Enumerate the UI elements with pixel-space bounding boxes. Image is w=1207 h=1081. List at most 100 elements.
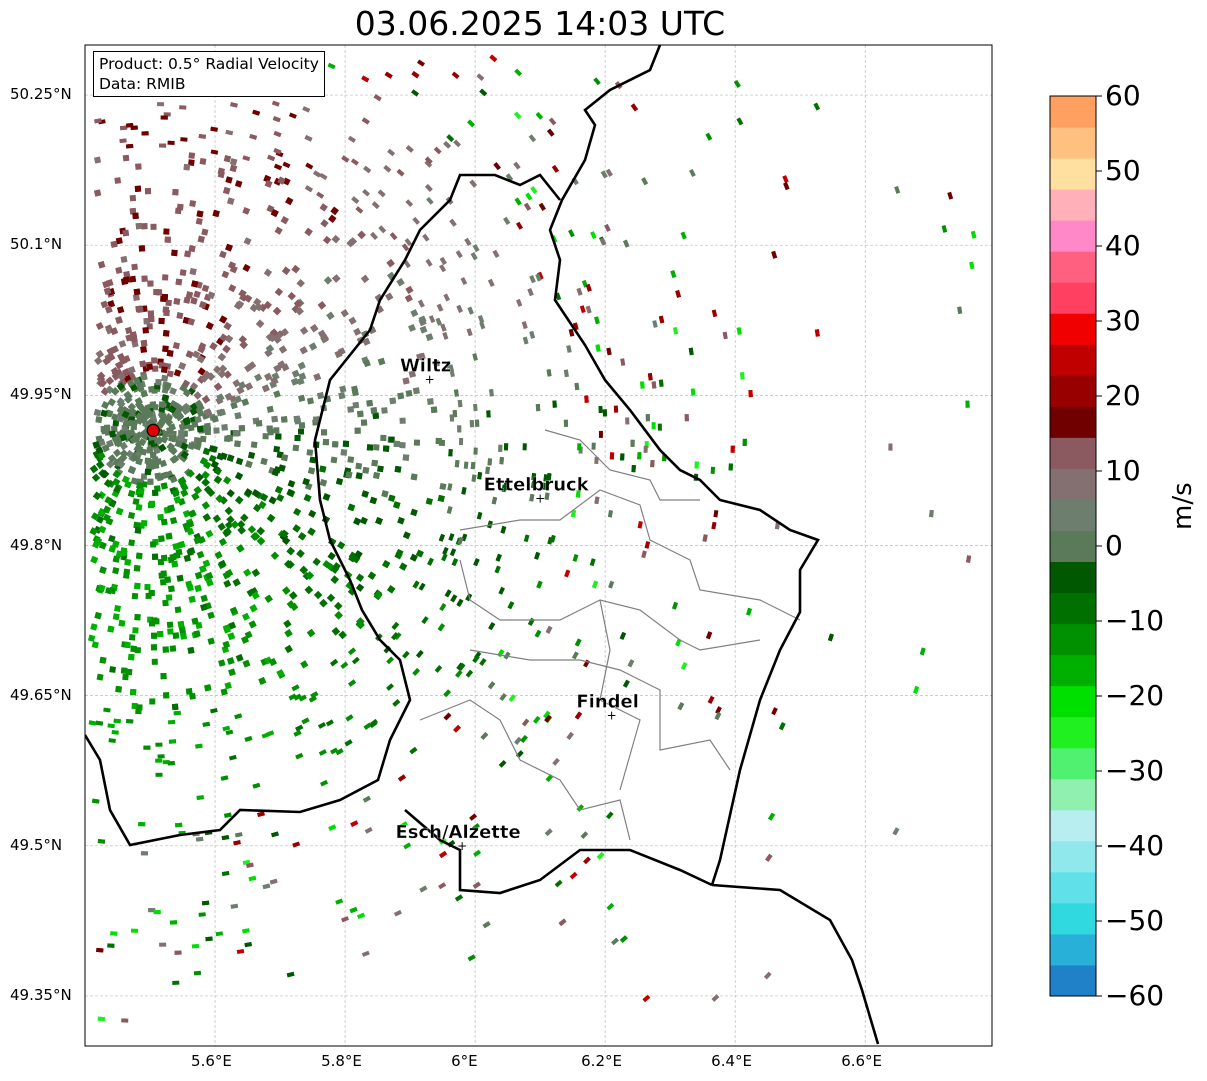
echo-cell (362, 337, 371, 346)
echo-cell (404, 238, 413, 247)
echo-cell (522, 443, 527, 451)
echo-cell (100, 300, 109, 309)
echo-cell (247, 451, 256, 459)
echo-cell (235, 495, 244, 505)
echo-cell (387, 148, 396, 157)
echo-cell (193, 486, 202, 495)
canton-border (544, 429, 700, 501)
echo-cell (402, 531, 411, 540)
echo-cell (465, 669, 474, 678)
echo-cell (381, 490, 389, 498)
echo-cell (147, 616, 154, 623)
echo-cell (355, 583, 365, 592)
echo-cell (297, 428, 305, 435)
echo-cell (89, 527, 98, 536)
echo-cell (351, 389, 359, 397)
echo-cell (163, 383, 171, 391)
echo-cell (607, 510, 613, 518)
echo-cell (119, 125, 128, 131)
echo-cell (427, 557, 434, 566)
echo-cell (351, 196, 360, 204)
echo-cell (96, 947, 104, 953)
echo-cell (446, 506, 453, 514)
echo-cell (112, 469, 121, 479)
echo-cell (178, 476, 187, 485)
echo-cell (115, 507, 124, 516)
echo-cell (265, 344, 275, 353)
echo-cell (598, 430, 603, 438)
echo-cell (222, 640, 231, 649)
echo-cell (102, 505, 111, 514)
colorbar-segment (1050, 220, 1096, 252)
echo-cell (219, 250, 227, 259)
echo-cell (328, 824, 337, 831)
echo-cell (124, 641, 131, 649)
echo-cell (146, 363, 153, 371)
echo-cell (176, 312, 184, 320)
echo-cell (224, 392, 233, 401)
echo-cell (293, 415, 301, 423)
echo-cell (384, 71, 393, 79)
echo-cell (141, 275, 148, 282)
echo-cell (226, 657, 235, 665)
echo-cell (707, 695, 715, 704)
echo-cell (464, 237, 472, 246)
echo-cell (207, 637, 215, 645)
echo-cell (99, 566, 107, 574)
echo-cell (589, 558, 596, 567)
echo-cell (136, 552, 143, 560)
echo-cell (625, 417, 630, 425)
echo-cell (466, 328, 473, 337)
echo-cell (319, 479, 328, 487)
echo-cell (430, 406, 438, 414)
echo-cell (590, 231, 597, 240)
echo-cell (402, 454, 410, 461)
echo-cell (193, 630, 201, 638)
echo-cell (353, 327, 362, 336)
echo-cell (176, 203, 184, 211)
echo-cell (419, 885, 428, 893)
colorbar-segment (1050, 809, 1096, 842)
echo-cell (268, 657, 277, 667)
echo-cell (426, 196, 434, 205)
echo-cell (191, 943, 200, 949)
echo-cell (193, 290, 201, 299)
echo-cell (224, 506, 234, 516)
echo-cell (95, 349, 105, 359)
echo-cell (711, 309, 718, 318)
echo-cell (585, 283, 592, 292)
echo-cell (107, 943, 115, 948)
echo-cell (128, 466, 136, 475)
echo-cell (593, 77, 601, 86)
echo-cell (238, 425, 246, 432)
echo-cell (113, 485, 122, 494)
echo-cell (544, 492, 550, 501)
echo-cell (416, 59, 426, 67)
echo-cell (232, 578, 241, 587)
echo-cell (402, 377, 410, 385)
echo-cell (361, 117, 370, 125)
echo-cell (150, 541, 157, 548)
echo-cell (179, 105, 187, 110)
echo-cell (439, 264, 447, 273)
colorbar-segment (1050, 592, 1096, 625)
echo-cell (342, 440, 350, 447)
echo-cell (234, 395, 242, 404)
echo-cell (283, 619, 292, 628)
echo-cell (888, 443, 893, 451)
echo-cell (187, 442, 196, 450)
echo-cell (252, 782, 261, 789)
echo-cell (236, 948, 245, 955)
echo-cell (689, 168, 696, 178)
echo-cell (160, 366, 168, 374)
echo-cell (271, 468, 280, 477)
echo-cell (710, 466, 716, 474)
echo-cell (767, 812, 776, 821)
country-border-southeast (711, 883, 880, 1045)
echo-cell (124, 391, 133, 401)
echo-cell (425, 333, 434, 341)
echo-cell (627, 659, 635, 668)
echo-cell (173, 404, 182, 413)
echo-cell (242, 928, 250, 934)
echo-cell (457, 536, 464, 545)
